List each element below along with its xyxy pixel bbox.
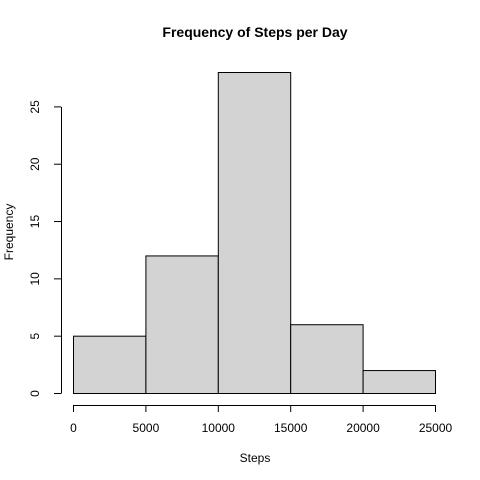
y-tick-label-4: 20 <box>28 157 42 171</box>
x-tick-label-5: 25000 <box>419 421 453 435</box>
x-axis: 0 5000 10000 15000 20000 25000 <box>70 405 453 435</box>
bars-group <box>73 72 437 395</box>
x-axis-label: Steps <box>240 451 271 465</box>
y-tick-label-5: 25 <box>28 100 42 114</box>
histogram-bar-4 <box>362 370 437 395</box>
histogram-bar-1 <box>145 255 219 394</box>
histogram-bar-0 <box>73 335 147 394</box>
y-tick-label-2: 10 <box>28 272 42 286</box>
x-tick-label-2: 10000 <box>202 421 236 435</box>
y-axis-label: Frequency <box>2 204 16 261</box>
x-tick-label-4: 20000 <box>346 421 380 435</box>
x-tick-label-3: 15000 <box>274 421 308 435</box>
y-tick-label-1: 5 <box>28 333 42 340</box>
y-tick-label-0: 0 <box>28 390 42 397</box>
histogram-bar-3 <box>290 324 364 395</box>
y-axis: 0 5 10 15 20 25 <box>28 100 62 397</box>
x-tick-label-1: 5000 <box>133 421 160 435</box>
x-tick-label-0: 0 <box>70 421 77 435</box>
y-tick-label-3: 15 <box>28 215 42 229</box>
chart-title: Frequency of Steps per Day <box>162 24 347 40</box>
histogram-bar-2 <box>217 72 292 394</box>
